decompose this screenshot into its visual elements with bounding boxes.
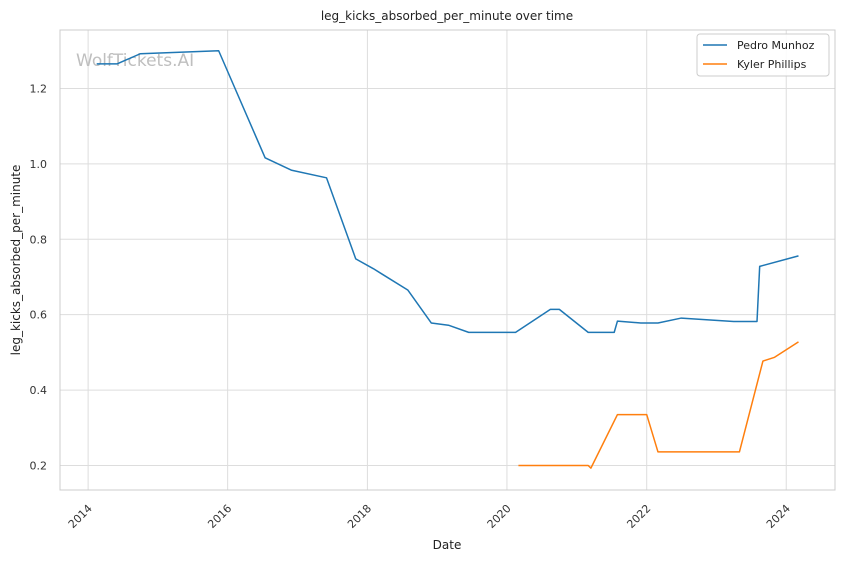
x-tick-label: 2014 [66, 502, 95, 531]
y-axis-title: leg_kicks_absorbed_per_minute [9, 165, 23, 356]
legend-box [696, 33, 830, 77]
legend-label: Pedro Munhoz [737, 39, 815, 52]
tick-labels: 2014 2016 2018 2020 2022 2024 0.2 0.4 0.6 0.8 1.0 1… [30, 82, 793, 531]
watermark-text: WolfTickets.AI [76, 51, 194, 71]
y-tick-label: 0.8 [30, 233, 48, 246]
plot-frame [59, 29, 836, 491]
x-tick-label: 2020 [485, 502, 514, 531]
y-tick-label: 1.0 [30, 158, 48, 171]
x-tick-label: 2016 [205, 502, 234, 531]
y-tick-label: 1.2 [30, 82, 48, 95]
y-tick-label: 0.4 [30, 384, 48, 397]
x-tick-label: 2022 [624, 502, 653, 531]
legend-label: Kyler Phillips [737, 58, 807, 71]
x-axis-title: Date [433, 538, 462, 552]
series-lines [96, 49, 799, 469]
series-line [518, 341, 799, 469]
y-tick-label: 0.6 [30, 309, 48, 322]
grid [60, 30, 835, 490]
legend: Pedro Munhoz Kyler Phillips [696, 33, 830, 77]
x-tick-label: 2024 [764, 502, 793, 531]
series-line [96, 49, 799, 334]
x-tick-label: 2018 [345, 502, 374, 531]
chart-title: leg_kicks_absorbed_per_minute over time [321, 9, 573, 23]
y-tick-label: 0.2 [30, 459, 48, 472]
